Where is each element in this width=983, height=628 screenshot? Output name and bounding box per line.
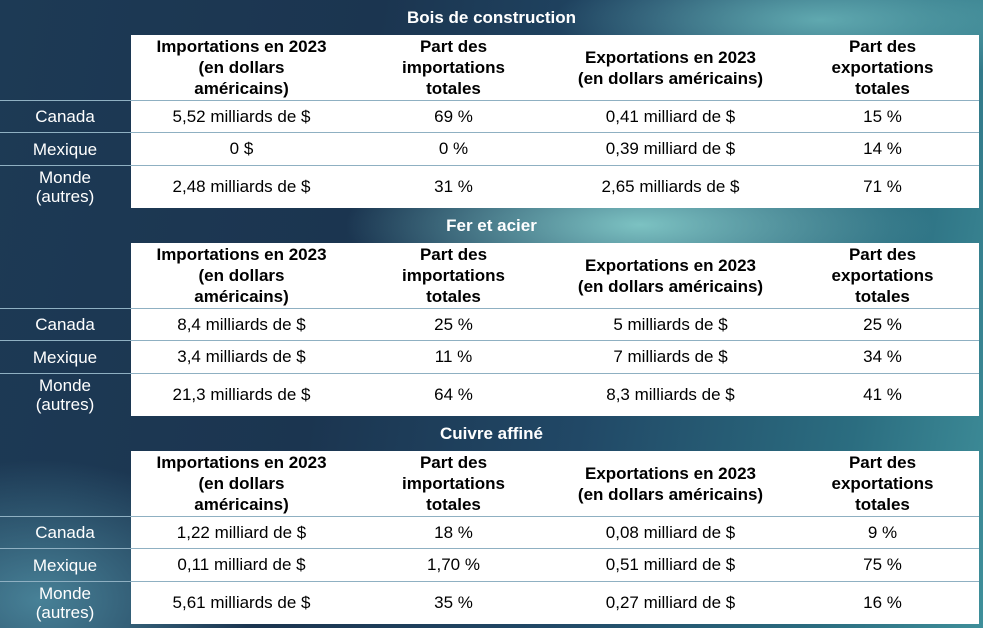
- cell-imports: 5,52 milliards de $: [131, 101, 352, 132]
- row-divider: [0, 165, 979, 166]
- row-divider: [0, 308, 979, 309]
- country-label: Canada: [35, 315, 95, 334]
- cell-import-share: 0 %: [352, 133, 555, 165]
- cell-exports: 0,39 milliard de $: [555, 133, 786, 165]
- cell-export-share: 15 %: [786, 101, 979, 132]
- cell-imports: 21,3 milliards de $: [131, 374, 352, 416]
- cell-imports: 8,4 milliards de $: [131, 309, 352, 340]
- country-label: Canada: [35, 107, 95, 126]
- cell-import-share: 11 %: [352, 341, 555, 373]
- header-import-share: Part des importations totales: [352, 451, 555, 516]
- cell-exports: 5 milliards de $: [555, 309, 786, 340]
- header-import-share: Part des importations totales: [352, 243, 555, 308]
- section-title: Fer et acier: [446, 216, 537, 235]
- section-fer-acier: Fer et acier Importations en 2023 (en do…: [0, 208, 983, 416]
- cell-import-share: 35 %: [352, 582, 555, 624]
- cell-export-share: 16 %: [786, 582, 979, 624]
- header-export-share: Part des exportations totales: [786, 451, 979, 516]
- cell-export-share: 71 %: [786, 166, 979, 208]
- section-cuivre: Cuivre affiné Importations en 2023 (en d…: [0, 416, 983, 628]
- country-label: Mexique: [32, 347, 98, 367]
- cell-imports: 0,11 milliard de $: [131, 549, 352, 581]
- header-export-share: Part des exportations totales: [786, 243, 979, 308]
- row-divider: [0, 516, 979, 517]
- row-divider: [0, 548, 979, 549]
- country-label: Monde (autres): [35, 584, 95, 622]
- header-imports: Importations en 2023 (en dollars américa…: [131, 35, 352, 100]
- row-divider: [0, 581, 979, 582]
- cell-import-share: 69 %: [352, 101, 555, 132]
- cell-imports: 0 $: [131, 133, 352, 165]
- row-divider: [0, 100, 979, 101]
- cell-import-share: 1,70 %: [352, 549, 555, 581]
- header-exports: Exportations en 2023 (en dollars américa…: [555, 35, 786, 100]
- country-label: Mexique: [32, 139, 98, 159]
- header-exports: Exportations en 2023 (en dollars américa…: [555, 243, 786, 308]
- row-divider: [0, 132, 979, 133]
- header-import-share: Part des importations totales: [352, 35, 555, 100]
- cell-exports: 7 milliards de $: [555, 341, 786, 373]
- cell-import-share: 31 %: [352, 166, 555, 208]
- cell-imports: 5,61 milliards de $: [131, 582, 352, 624]
- cell-exports: 0,27 milliard de $: [555, 582, 786, 624]
- cell-exports: 2,65 milliards de $: [555, 166, 786, 208]
- cell-imports: 3,4 milliards de $: [131, 341, 352, 373]
- cell-export-share: 25 %: [786, 309, 979, 340]
- row-divider: [0, 373, 979, 374]
- cell-imports: 2,48 milliards de $: [131, 166, 352, 208]
- section-bois: Bois de construction Importations en 202…: [0, 0, 983, 208]
- cell-export-share: 34 %: [786, 341, 979, 373]
- country-label: Monde (autres): [35, 376, 95, 414]
- cell-import-share: 25 %: [352, 309, 555, 340]
- country-label: Monde (autres): [35, 168, 95, 206]
- header-imports: Importations en 2023 (en dollars américa…: [131, 243, 352, 308]
- cell-import-share: 64 %: [352, 374, 555, 416]
- cell-export-share: 14 %: [786, 133, 979, 165]
- cell-exports: 0,51 milliard de $: [555, 549, 786, 581]
- row-divider: [0, 340, 979, 341]
- cell-import-share: 18 %: [352, 517, 555, 548]
- cell-export-share: 41 %: [786, 374, 979, 416]
- cell-export-share: 75 %: [786, 549, 979, 581]
- section-title: Cuivre affiné: [440, 424, 543, 443]
- cell-exports: 0,08 milliard de $: [555, 517, 786, 548]
- country-label: Canada: [35, 523, 95, 542]
- country-label: Mexique: [32, 555, 98, 575]
- cell-imports: 1,22 milliard de $: [131, 517, 352, 548]
- header-export-share: Part des exportations totales: [786, 35, 979, 100]
- section-title: Bois de construction: [406, 8, 577, 27]
- header-exports: Exportations en 2023 (en dollars américa…: [555, 451, 786, 516]
- header-imports: Importations en 2023 (en dollars américa…: [131, 451, 352, 516]
- cell-exports: 8,3 milliards de $: [555, 374, 786, 416]
- cell-export-share: 9 %: [786, 517, 979, 548]
- cell-exports: 0,41 milliard de $: [555, 101, 786, 132]
